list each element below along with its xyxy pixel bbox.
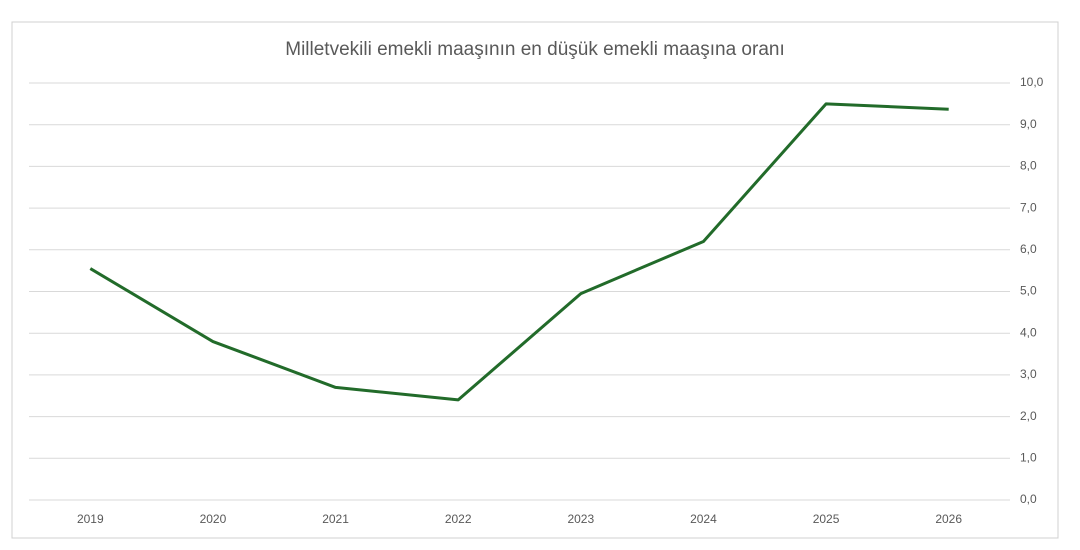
x-tick-label: 2020 (200, 512, 227, 526)
y-tick-label: 3,0 (1020, 367, 1037, 381)
y-tick-label: 8,0 (1020, 159, 1037, 173)
y-tick-label: 6,0 (1020, 242, 1037, 256)
x-tick-label: 2021 (322, 512, 349, 526)
x-tick-label: 2025 (813, 512, 840, 526)
x-tick-label: 2022 (445, 512, 472, 526)
y-tick-label: 0,0 (1020, 492, 1037, 506)
y-tick-label: 2,0 (1020, 409, 1037, 423)
y-tick-label: 7,0 (1020, 200, 1037, 214)
x-tick-label: 2019 (77, 512, 104, 526)
y-tick-label: 1,0 (1020, 450, 1037, 464)
chart-title: Milletvekili emekli maaşının en düşük em… (285, 39, 785, 60)
y-tick-label: 9,0 (1020, 117, 1037, 131)
x-tick-label: 2024 (690, 512, 717, 526)
chart-frame (11, 21, 1059, 539)
x-tick-label: 2023 (567, 512, 594, 526)
y-tick-label: 10,0 (1020, 75, 1044, 89)
x-tick-label: 2026 (935, 512, 962, 526)
y-tick-label: 5,0 (1020, 284, 1037, 298)
line-series (89, 102, 949, 402)
y-tick-label: 4,0 (1020, 325, 1037, 339)
